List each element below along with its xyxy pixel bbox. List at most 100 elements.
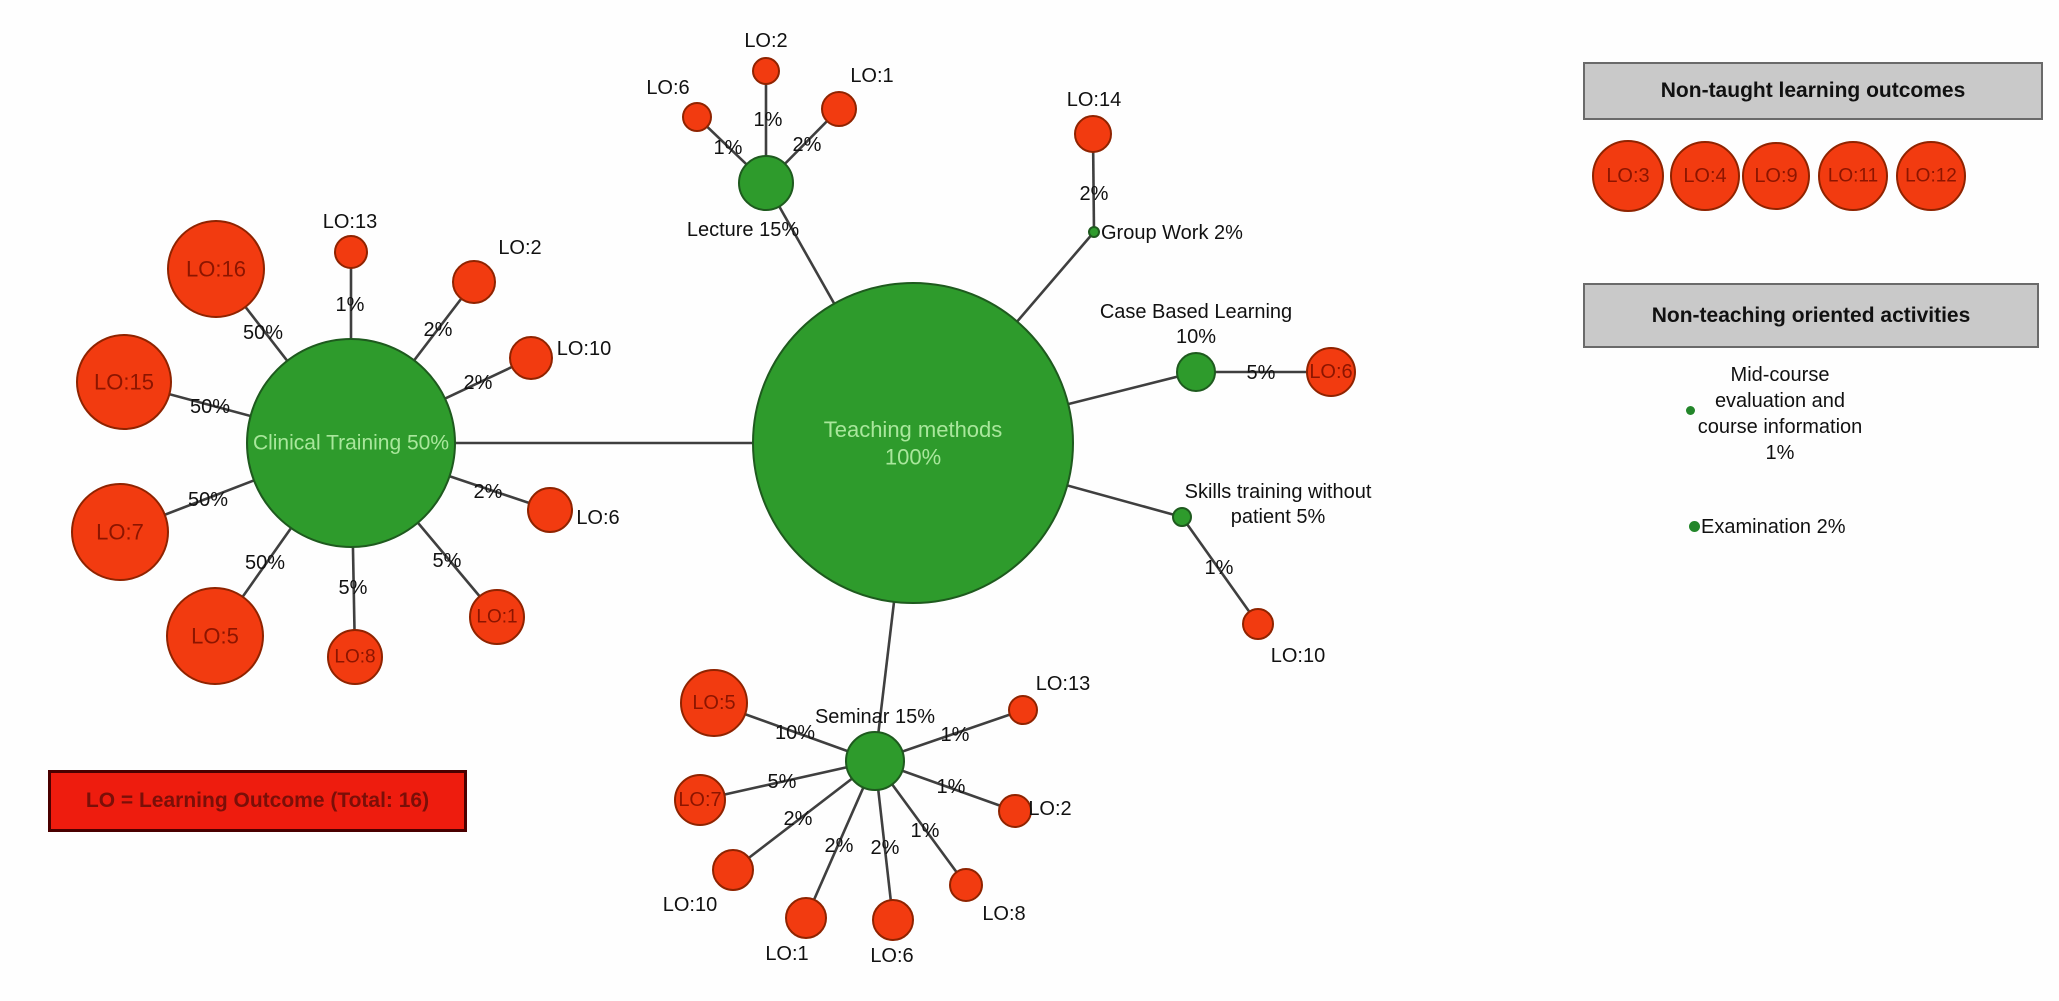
label-c16: LO:16 — [186, 257, 246, 282]
node-c8-outcome-circle — [327, 629, 383, 685]
edge-label-seminar-s2: 1% — [937, 776, 966, 798]
edge-label-lecture-l1: 2% — [793, 134, 822, 156]
node-s10-outcome-circle — [712, 849, 754, 891]
non-teaching-activities-header: Non-teaching oriented activities — [1583, 283, 2039, 348]
edge-label-clinical-c2: 2% — [424, 319, 453, 341]
edge-label-lecture-l6: 1% — [714, 137, 743, 159]
label-leg9: LO:9 — [1754, 165, 1797, 187]
non-taught-outcomes-header: Non-taught learning outcomes — [1583, 62, 2043, 120]
label-l2: LO:2 — [744, 30, 787, 52]
node-leg3-outcome-circle — [1592, 140, 1664, 212]
node-leg12-outcome-circle — [1896, 141, 1966, 211]
label-c10: LO:10 — [557, 338, 611, 360]
node-l2-outcome-circle — [752, 57, 780, 85]
non-taught-outcomes-title: Non-taught learning outcomes — [1660, 79, 1966, 102]
label-s8: LO:8 — [982, 903, 1025, 925]
node-s13-outcome-circle — [1008, 695, 1038, 725]
label-s6: LO:6 — [870, 945, 913, 967]
label-c5: LO:5 — [191, 624, 239, 649]
node-skills-method-circle — [1172, 507, 1192, 527]
node-leg4-outcome-circle — [1670, 141, 1740, 211]
label-skills: Skills training without patient 5% — [1185, 481, 1372, 528]
label-sk10: LO:10 — [1271, 645, 1325, 667]
node-c7-outcome-circle — [71, 483, 169, 581]
label-s13: LO:13 — [1036, 673, 1090, 695]
edge-label-seminar-s8: 1% — [911, 820, 940, 842]
node-clinical-method-circle — [246, 338, 456, 548]
label-c2: LO:2 — [498, 237, 541, 259]
lo-abbreviation-note: LO = Learning Outcome (Total: 16) — [48, 770, 467, 832]
examination-label: Examination 2% — [1701, 516, 1846, 538]
node-c6-outcome-circle — [527, 487, 573, 533]
label-leg11: LO:11 — [1828, 166, 1878, 187]
node-c5-outcome-circle — [166, 587, 264, 685]
examination-dot — [1689, 521, 1700, 532]
edge-label-clinical-c7: 50% — [188, 489, 228, 511]
node-s5-outcome-circle — [680, 669, 748, 737]
label-l14: LO:14 — [1067, 89, 1121, 111]
node-s6-outcome-circle — [872, 899, 914, 941]
label-s2: LO:2 — [1028, 798, 1071, 820]
midcourse-evaluation-dot — [1686, 406, 1695, 415]
node-l1-outcome-circle — [821, 91, 857, 127]
label-l6: LO:6 — [646, 77, 689, 99]
edge-label-clinical-c6: 2% — [474, 481, 503, 503]
node-c13-outcome-circle — [334, 235, 368, 269]
label-s1: LO:1 — [765, 943, 808, 965]
label-c7: LO:7 — [96, 520, 144, 545]
node-s8-outcome-circle — [949, 868, 983, 902]
node-cbl-method-circle — [1176, 352, 1216, 392]
label-s10: LO:10 — [663, 894, 717, 916]
node-l14-outcome-circle — [1074, 115, 1112, 153]
node-l6-outcome-circle — [682, 102, 712, 132]
label-c6: LO:6 — [576, 507, 619, 529]
node-c2-outcome-circle — [452, 260, 496, 304]
edge-label-seminar-s5: 10% — [775, 722, 815, 744]
edge-label-seminar-s1: 2% — [825, 835, 854, 857]
node-s2-outcome-circle — [998, 794, 1032, 828]
edge-label-seminar-s10: 2% — [784, 808, 813, 830]
label-c15: LO:15 — [94, 370, 154, 395]
edge-skills-sk10 — [1180, 516, 1260, 625]
label-groupwork: Group Work 2% — [1101, 222, 1243, 244]
edge-label-cbl-cb6: 5% — [1247, 362, 1276, 384]
edge-label-clinical-c15: 50% — [190, 396, 230, 418]
label-s5: LO:5 — [692, 692, 735, 714]
label-leg12: LO:12 — [1905, 166, 1957, 187]
node-s7-outcome-circle — [674, 774, 726, 826]
node-teaching-method-circle — [752, 282, 1074, 604]
node-groupwork-method-circle — [1088, 226, 1100, 238]
label-c8: LO:8 — [334, 647, 375, 668]
node-cb6-outcome-circle — [1306, 347, 1356, 397]
label-seminar: Seminar 15% — [815, 706, 935, 728]
edge-label-seminar-s6: 2% — [871, 837, 900, 859]
edge-label-lecture-l2: 1% — [754, 109, 783, 131]
label-leg4: LO:4 — [1683, 165, 1726, 187]
label-c1: LO:1 — [476, 607, 517, 628]
edge-label-clinical-c8: 5% — [339, 577, 368, 599]
label-l1: LO:1 — [850, 65, 893, 87]
node-c16-outcome-circle — [167, 220, 265, 318]
edge-label-skills-sk10: 1% — [1205, 557, 1234, 579]
label-c13: LO:13 — [323, 211, 377, 233]
edge-label-clinical-c16: 50% — [243, 322, 283, 344]
edge-label-groupwork-l14: 2% — [1080, 183, 1109, 205]
node-lecture-method-circle — [738, 155, 794, 211]
edge-label-clinical-c13: 1% — [336, 294, 365, 316]
edge-label-clinical-c10: 2% — [464, 372, 493, 394]
node-leg9-outcome-circle — [1742, 142, 1810, 210]
node-s1-outcome-circle — [785, 897, 827, 939]
label-leg3: LO:3 — [1606, 165, 1649, 187]
node-c10-outcome-circle — [509, 336, 553, 380]
node-sk10-outcome-circle — [1242, 608, 1274, 640]
node-c1-outcome-circle — [469, 589, 525, 645]
label-lecture: Lecture 15% — [687, 219, 800, 241]
edge-label-clinical-c1: 5% — [433, 550, 462, 572]
label-cb6: LO:6 — [1309, 361, 1352, 383]
midcourse-evaluation-label: Mid-course evaluation and course informa… — [1697, 364, 1863, 464]
edge-label-seminar-s13: 1% — [941, 724, 970, 746]
label-cbl: Case Based Learning 10% — [1100, 301, 1292, 348]
label-clinical: Clinical Training 50% — [253, 432, 449, 455]
